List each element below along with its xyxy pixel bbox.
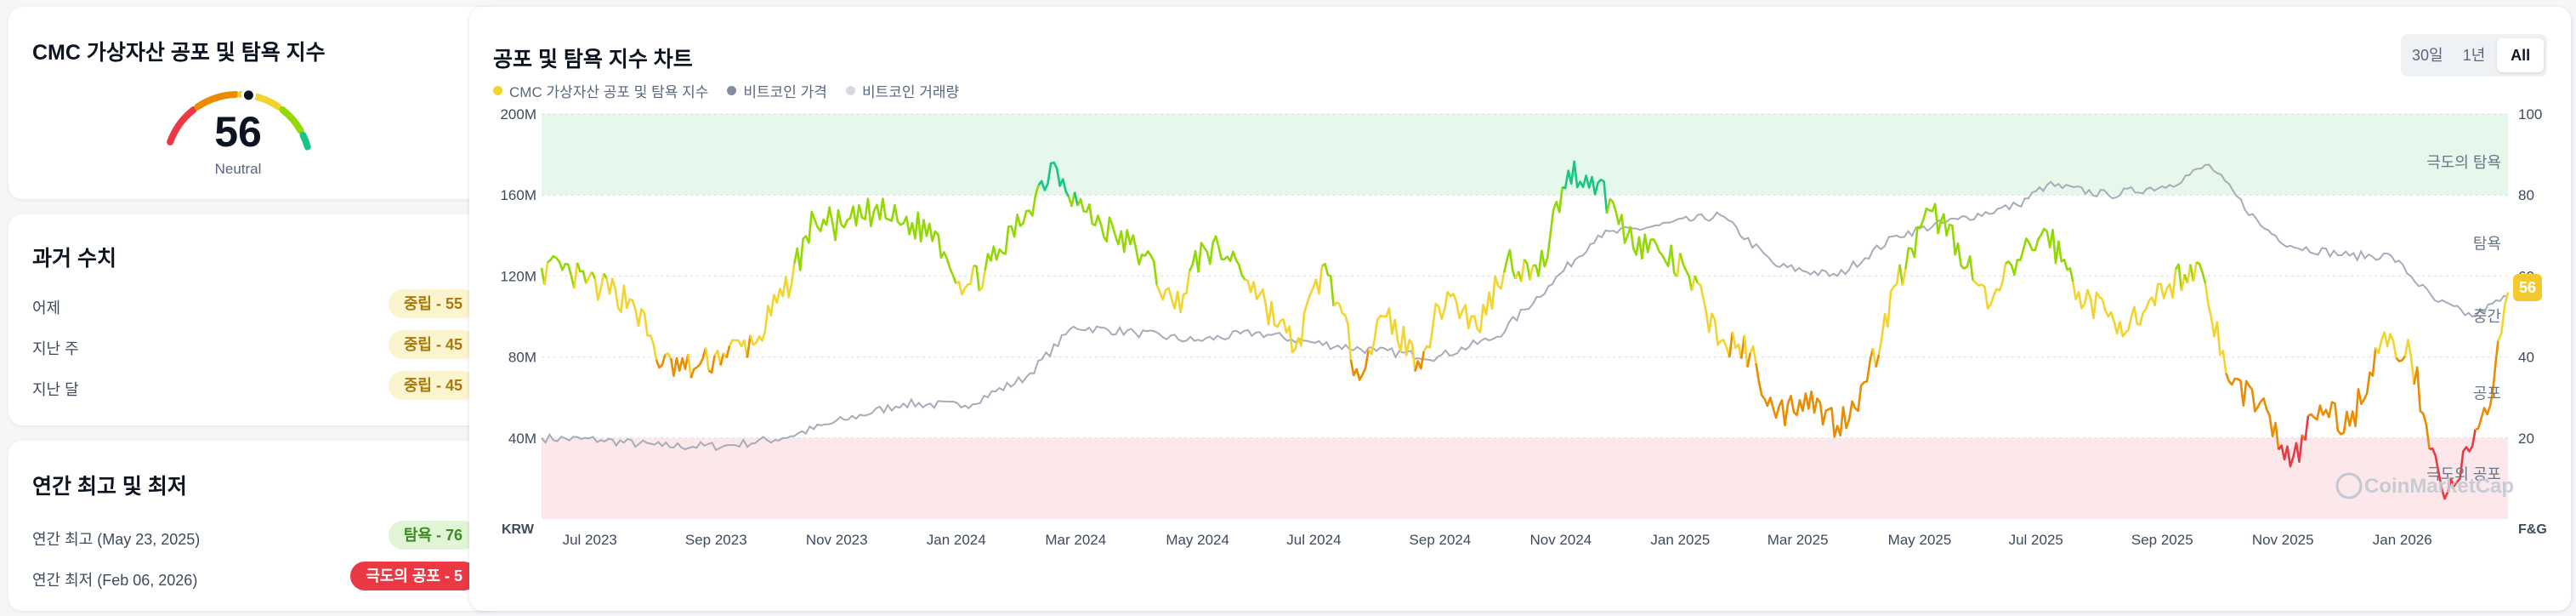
yearly-card-title: 연간 최고 및 최저 (32, 475, 187, 499)
gauge-segment (194, 91, 240, 111)
gauge-segment (299, 131, 311, 151)
gauge-indicator (241, 88, 256, 103)
yearly-card: 연간 최고 및 최저 연간 최고 (May 23, 2025) 탐욕 - 76 … (9, 441, 500, 611)
yearly-high-label: 연간 최고 (May 23, 2025) (32, 531, 201, 548)
history-row-last-week-badge: 중립 - 45 (388, 330, 478, 359)
gauge-value: 56 (214, 108, 262, 156)
range-button-30d[interactable]: 30일 (2412, 47, 2443, 64)
yearly-low-badge: 극도의 공포 - 5 (350, 562, 478, 590)
chart-legend: CMC 가상자산 공포 및 탐욕 지수 비트코인 가격 비트코인 거래량 (493, 80, 959, 100)
history-row-last-month-badge: 중립 - 45 (388, 371, 478, 400)
yearly-high-badge: 탐욕 - 76 (388, 521, 478, 550)
history-row-last-month-label: 지난 달 (32, 381, 79, 398)
gauge-card: CMC 가상자산 공포 및 탐욕 지수 56 Neutral (9, 7, 500, 199)
gauge-label: Neutral (214, 161, 262, 177)
legend-item-volume[interactable]: 비트코인 거래량 (845, 80, 960, 101)
history-row-yesterday-label: 어제 (32, 299, 61, 317)
history-card: 과거 수치 어제 중립 - 55 지난 주 중립 - 45 지난 달 중립 - … (9, 214, 500, 425)
history-card-title: 과거 수치 (32, 247, 116, 271)
range-button-1y[interactable]: 1년 (2462, 47, 2486, 64)
legend-item-index[interactable]: CMC 가상자산 공포 및 탐욕 지수 (493, 80, 708, 101)
legend-dot-volume (845, 85, 855, 95)
legend-label-index: CMC 가상자산 공포 및 탐욕 지수 (509, 83, 709, 100)
fear-greed-gauge (167, 88, 311, 151)
history-row-last-week-label: 지난 주 (32, 340, 79, 357)
gauge-card-title: CMC 가상자산 공포 및 탐욕 지수 (32, 41, 326, 65)
chart-title: 공포 및 탐욕 지수 차트 (493, 48, 693, 71)
legend-dot-index (493, 85, 502, 95)
yearly-low-label: 연간 최저 (Feb 06, 2026) (32, 572, 198, 589)
history-row-yesterday-badge: 중립 - 55 (388, 289, 478, 318)
legend-label-volume: 비트코인 거래량 (861, 83, 960, 100)
gauge-segment (279, 106, 304, 134)
legend-item-price[interactable]: 비트코인 가격 (727, 80, 827, 101)
legend-dot-price (727, 85, 737, 95)
gauge-segment (167, 106, 197, 145)
range-button-all[interactable]: All (2497, 38, 2545, 72)
legend-label-price: 비트코인 가격 (743, 83, 827, 100)
time-range-selector: 30일 1년 All (2401, 34, 2547, 77)
